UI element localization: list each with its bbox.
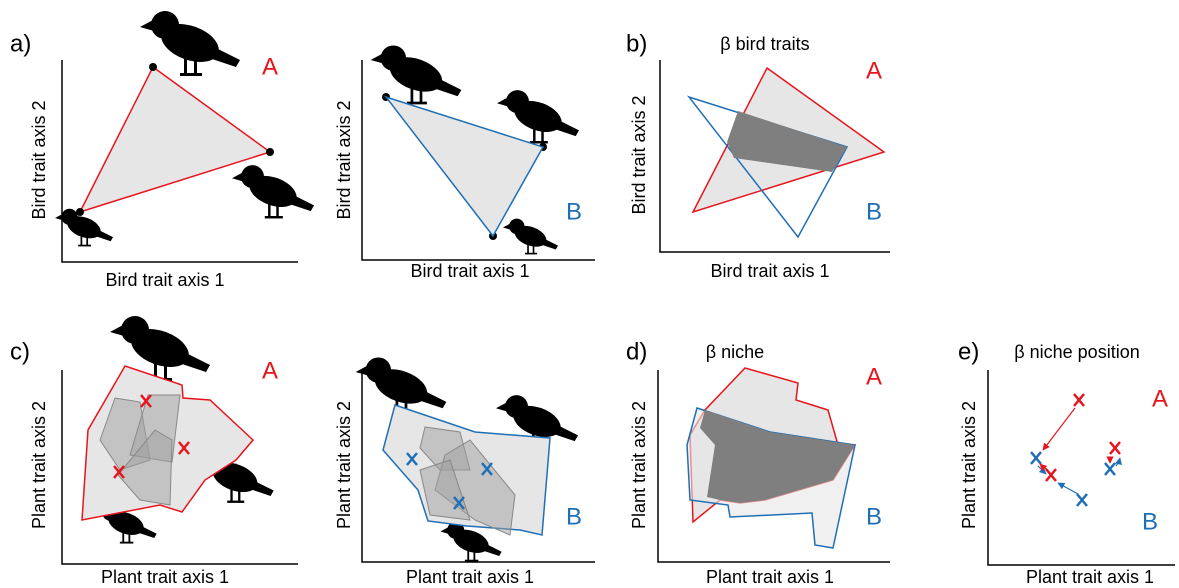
panel-label: e) bbox=[958, 338, 979, 365]
panel-label: c) bbox=[10, 338, 30, 365]
group-label: B bbox=[566, 198, 582, 225]
panel-title: β bird traits bbox=[720, 34, 809, 54]
panel-label: a) bbox=[10, 30, 31, 57]
panel-label: d) bbox=[626, 338, 647, 365]
y-axis-label: Plant trait axis 2 bbox=[629, 401, 649, 529]
x-axis-label: Plant trait axis 1 bbox=[706, 567, 834, 587]
labels: a) Bird trait axis 1 Bird trait axis 2 A… bbox=[10, 30, 1168, 586]
x-axis-label: Plant trait axis 1 bbox=[406, 567, 534, 587]
y-axis-label: Plant trait axis 2 bbox=[959, 401, 979, 529]
group-label: A bbox=[866, 363, 882, 390]
group-label: A bbox=[866, 57, 882, 84]
x-axis-label: Plant trait axis 1 bbox=[101, 567, 229, 587]
y-axis-label: Plant trait axis 2 bbox=[334, 401, 354, 529]
y-axis-label: Bird trait axis 2 bbox=[334, 100, 354, 219]
group-label: A bbox=[262, 357, 278, 384]
x-axis-label: Bird trait axis 1 bbox=[105, 270, 224, 290]
panel-title: β niche bbox=[706, 342, 764, 362]
y-axis-label: Bird trait axis 2 bbox=[629, 95, 649, 214]
x-axis-label: Bird trait axis 1 bbox=[410, 261, 529, 281]
panel-label: b) bbox=[626, 30, 647, 57]
group-label: A bbox=[262, 53, 278, 80]
x-axis-label: Bird trait axis 1 bbox=[710, 261, 829, 281]
x-axis-label: Plant trait axis 1 bbox=[1026, 567, 1154, 587]
group-label: A bbox=[1152, 385, 1168, 412]
shapes bbox=[76, 63, 1122, 549]
panel-title: β niche position bbox=[1014, 342, 1139, 362]
axes bbox=[61, 60, 1175, 566]
group-label: B bbox=[566, 503, 582, 530]
group-label: B bbox=[866, 198, 882, 225]
y-axis-label: Bird trait axis 2 bbox=[29, 100, 49, 219]
y-axis-label: Plant trait axis 2 bbox=[29, 401, 49, 529]
group-label: B bbox=[1142, 508, 1158, 535]
group-label: B bbox=[866, 503, 882, 530]
